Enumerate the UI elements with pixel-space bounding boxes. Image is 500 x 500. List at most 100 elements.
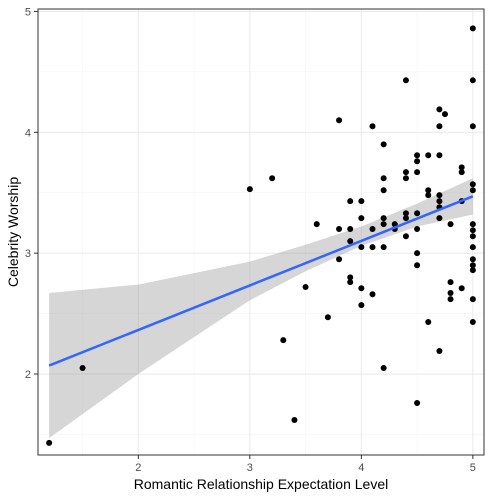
data-point: [358, 302, 365, 309]
y-axis-title: Celebrity Worship: [5, 177, 21, 287]
data-point: [347, 198, 354, 205]
data-point: [469, 244, 476, 251]
data-point: [447, 279, 454, 286]
data-point: [414, 225, 421, 232]
data-point: [79, 364, 86, 371]
data-point: [447, 290, 454, 297]
data-point: [436, 152, 443, 159]
x-tick-label: 2: [135, 462, 141, 474]
data-point: [436, 192, 443, 199]
data-point: [441, 111, 448, 118]
data-point: [414, 210, 421, 217]
x-axis-title: Romantic Relationship Expectation Level: [134, 476, 388, 492]
data-point: [402, 210, 409, 217]
data-point: [347, 274, 354, 281]
data-point: [402, 169, 409, 176]
y-tick-label: 4: [25, 127, 31, 139]
data-point: [469, 227, 476, 234]
confidence-band-layer: [49, 178, 473, 439]
data-point: [436, 106, 443, 113]
data-point: [358, 215, 365, 222]
y-tick-label: 2: [25, 369, 31, 381]
data-point: [358, 198, 365, 205]
data-point: [469, 25, 476, 32]
data-point: [402, 77, 409, 84]
data-point: [447, 296, 454, 303]
data-point: [380, 175, 387, 182]
data-point: [46, 439, 53, 446]
data-point: [414, 152, 421, 159]
panel-border: [37, 8, 485, 456]
data-point: [425, 187, 432, 194]
x-tick-label: 3: [247, 462, 253, 474]
data-point: [358, 285, 365, 292]
x-tick-label: 5: [470, 462, 476, 474]
data-point: [380, 215, 387, 222]
data-point: [380, 244, 387, 251]
data-point: [436, 123, 443, 130]
data-point: [380, 141, 387, 148]
data-point: [369, 291, 376, 298]
data-point: [469, 77, 476, 84]
y-tick-label: 3: [25, 248, 31, 260]
panel-background: [38, 9, 484, 455]
data-point: [469, 221, 476, 228]
data-point: [336, 256, 343, 263]
grid: [38, 9, 484, 455]
data-point: [447, 221, 454, 228]
data-point: [414, 158, 421, 165]
data-point: [469, 256, 476, 263]
data-point: [469, 187, 476, 194]
trend-line: [48, 195, 474, 367]
data-point: [436, 215, 443, 222]
data-point: [414, 400, 421, 407]
data-point: [425, 192, 432, 199]
data-point: [458, 285, 465, 292]
data-point: [347, 279, 354, 286]
y-axis-ticks: 2 3 4 5: [25, 6, 38, 381]
y-tick-label: 5: [25, 6, 31, 18]
data-point: [436, 348, 443, 355]
data-point: [380, 221, 387, 228]
data-point: [336, 117, 343, 124]
data-point: [414, 169, 421, 176]
trend-line-layer: [48, 195, 474, 367]
data-points: [46, 25, 476, 446]
data-point: [246, 186, 253, 193]
confidence-band: [49, 178, 473, 439]
data-point: [469, 181, 476, 188]
data-point: [402, 233, 409, 240]
data-point: [402, 215, 409, 222]
data-point: [469, 319, 476, 326]
data-point: [347, 238, 354, 245]
data-point: [347, 225, 354, 232]
x-axis-ticks: 2 3 4 5: [135, 455, 476, 474]
data-point: [425, 319, 432, 326]
data-point: [324, 314, 331, 321]
data-point: [336, 225, 343, 232]
data-point: [469, 262, 476, 269]
data-point: [313, 221, 320, 228]
data-point: [458, 169, 465, 176]
data-point: [402, 175, 409, 182]
data-point: [469, 267, 476, 274]
data-point: [458, 164, 465, 171]
data-point: [358, 244, 365, 251]
data-point: [469, 296, 476, 303]
data-point: [369, 123, 376, 130]
data-point: [291, 416, 298, 423]
data-point: [469, 123, 476, 130]
data-point: [380, 364, 387, 371]
data-point: [269, 175, 276, 182]
x-tick-label: 4: [358, 462, 364, 474]
data-point: [425, 152, 432, 159]
data-point: [302, 283, 309, 290]
data-point: [469, 233, 476, 240]
data-point: [280, 337, 287, 344]
data-point: [380, 187, 387, 194]
data-point: [436, 198, 443, 205]
data-point: [369, 244, 376, 251]
data-point: [414, 250, 421, 257]
data-point: [369, 225, 376, 232]
